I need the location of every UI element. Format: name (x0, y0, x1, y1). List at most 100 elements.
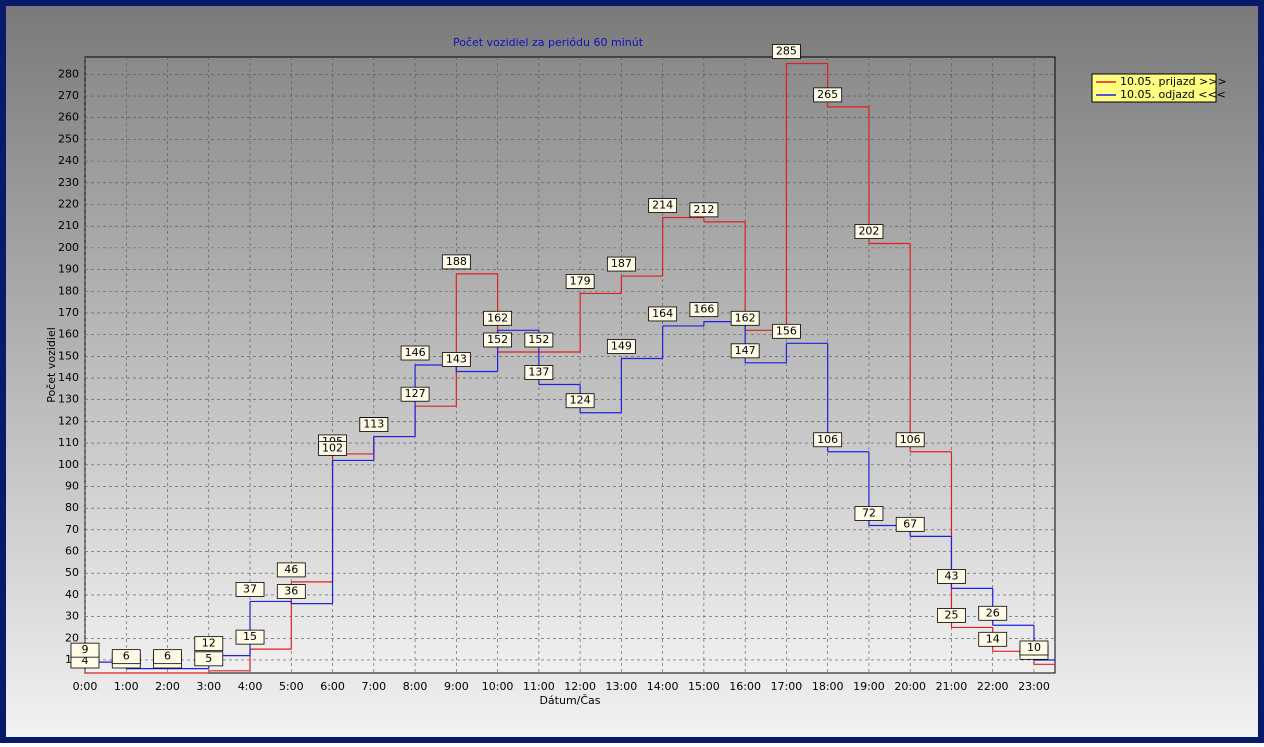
value-label-box (194, 636, 224, 652)
x-tick-label: 10:00 (482, 680, 514, 693)
x-tick-label: 14:00 (647, 680, 679, 693)
value-label: 67 (903, 517, 917, 530)
value-label-box (1019, 640, 1049, 656)
y-tick-label: 40 (65, 588, 79, 601)
value-label: 187 (611, 257, 632, 270)
value-label-box (276, 562, 306, 578)
value-label-box (772, 323, 801, 339)
value-label: 137 (528, 366, 549, 379)
value-label: 46 (284, 563, 298, 576)
value-label: 72 (862, 507, 876, 520)
value-label: 147 (735, 344, 756, 357)
x-tick-label: 18:00 (812, 680, 844, 693)
y-tick-label: 280 (58, 67, 79, 80)
value-label: 14 (986, 632, 1000, 645)
x-tick-label: 5:00 (279, 680, 304, 693)
value-label: 265 (817, 88, 838, 101)
x-tick-label: 22:00 (977, 680, 1009, 693)
y-tick-label: 50 (65, 566, 79, 579)
chart-title: Počet vozidiel za periódu 60 minút (453, 36, 644, 49)
y-tick-label: 70 (65, 523, 79, 536)
value-label-box (318, 441, 347, 456)
value-label: 26 (986, 606, 1000, 619)
y-tick-label: 260 (58, 111, 79, 124)
x-tick-label: 0:00 (73, 680, 98, 693)
value-label: 127 (405, 387, 426, 400)
value-label-box (813, 87, 843, 103)
value-label: 4 (82, 654, 89, 667)
value-label: 43 (944, 569, 958, 582)
value-label: 214 (652, 199, 673, 212)
x-tick-label: 16:00 (729, 680, 761, 693)
value-label: 113 (363, 418, 384, 431)
x-tick-label: 9:00 (444, 680, 469, 693)
y-tick-label: 170 (58, 306, 79, 319)
y-axis-label: Počet vozidiel (45, 327, 58, 403)
x-axis-label: Dátum/Čas (539, 694, 600, 707)
value-label: 188 (446, 255, 467, 268)
x-tick-label: 15:00 (688, 680, 720, 693)
x-tick-label: 12:00 (564, 680, 596, 693)
x-tick-label: 11:00 (523, 680, 555, 693)
legend-label: 10.05. odjazd <<< (1120, 88, 1226, 101)
value-label: 152 (487, 333, 508, 346)
y-tick-label: 20 (65, 631, 79, 644)
value-label-box (772, 44, 801, 59)
x-tick-label: 20:00 (894, 680, 926, 693)
x-tick-label: 2:00 (155, 680, 180, 693)
x-tick-label: 7:00 (361, 680, 386, 693)
value-label: 6 (123, 650, 130, 663)
value-label-box (441, 254, 471, 270)
value-label: 162 (735, 311, 756, 324)
x-tick-label: 1:00 (114, 680, 139, 693)
value-label-box (937, 608, 966, 623)
value-label-box (483, 332, 513, 348)
legend-box (1091, 73, 1217, 103)
value-label: 9 (82, 643, 89, 656)
x-tick-label: 8:00 (403, 680, 428, 693)
value-label-box (524, 365, 554, 380)
y-tick-label: 130 (58, 393, 79, 406)
y-tick-label: 80 (65, 501, 79, 514)
value-label: 36 (284, 585, 298, 598)
value-label-box (854, 506, 884, 521)
value-label: 124 (570, 394, 591, 407)
value-label: 152 (528, 333, 549, 346)
value-label-box (524, 332, 554, 348)
y-tick-label: 100 (58, 458, 79, 471)
value-label-box (854, 224, 884, 239)
value-label-box (648, 198, 678, 213)
value-label: 149 (611, 339, 632, 352)
value-label: 166 (693, 303, 714, 316)
y-tick-label: 270 (58, 89, 79, 102)
legend-label: 10.05. prijazd >>> (1120, 75, 1227, 88)
value-label: 285 (776, 45, 797, 58)
value-label-box (606, 339, 636, 354)
value-label: 212 (693, 203, 714, 216)
value-label-box (153, 649, 182, 665)
y-tick-label: 200 (58, 241, 79, 254)
y-tick-label: 110 (58, 436, 79, 449)
value-label-box (689, 202, 719, 218)
y-tick-label: 150 (58, 349, 79, 362)
value-label: 156 (776, 324, 797, 337)
y-tick-label: 60 (65, 545, 79, 558)
value-label-box (689, 302, 719, 318)
value-label-box (978, 605, 1008, 621)
x-tick-label: 13:00 (606, 680, 638, 693)
value-label: 162 (487, 311, 508, 324)
value-label-box (813, 432, 843, 448)
value-label: 202 (858, 225, 879, 238)
y-tick-label: 240 (58, 154, 79, 167)
x-tick-label: 3:00 (196, 680, 221, 693)
value-label-box (70, 642, 100, 658)
value-label: 15 (243, 630, 257, 643)
value-label-box (400, 386, 430, 402)
y-tick-label: 210 (58, 219, 79, 232)
value-label: 6 (164, 650, 171, 663)
y-tick-label: 90 (65, 479, 79, 492)
value-label: 5 (205, 652, 212, 665)
value-label: 164 (652, 307, 673, 320)
value-label: 37 (243, 582, 257, 595)
